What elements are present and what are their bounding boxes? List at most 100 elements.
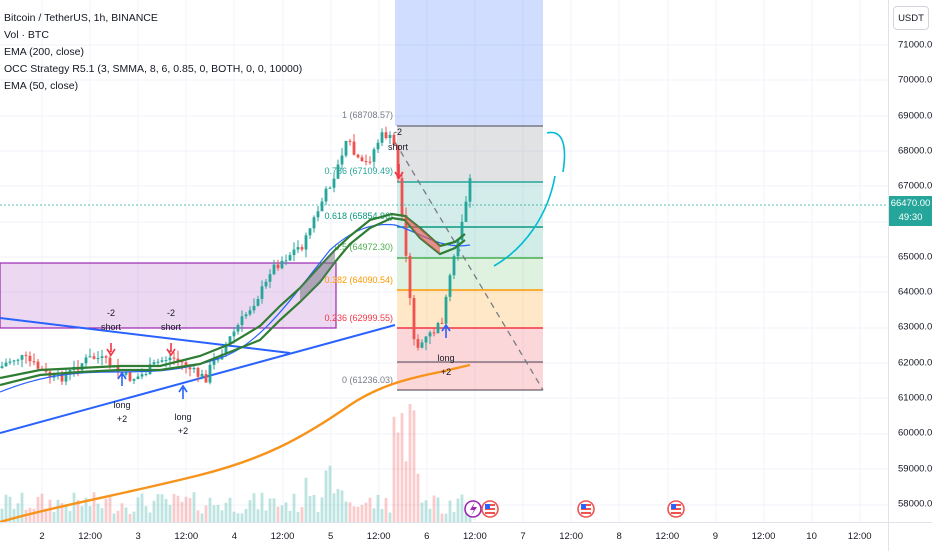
price-tick: 59000.00	[898, 463, 932, 475]
volume-bar	[344, 501, 348, 522]
candle-body	[196, 367, 200, 377]
volume-bar	[392, 416, 396, 522]
candle-body	[372, 149, 376, 162]
candle-body	[288, 255, 292, 261]
candle-body	[156, 361, 160, 363]
volume-bar	[164, 499, 168, 522]
legend-symbol[interactable]: Bitcoin / TetherUS, 1h, BINANCE	[4, 12, 158, 24]
time-tick: 10	[806, 531, 817, 542]
price-tick: 61000.00	[898, 392, 932, 404]
time-tick: 12:00	[847, 531, 872, 542]
candle-body	[44, 370, 48, 372]
candle-body	[16, 359, 20, 361]
volume-bar	[192, 492, 196, 522]
event-icon-us-flag-3[interactable]	[667, 500, 685, 518]
volume-bar	[304, 477, 308, 522]
volume-bar	[264, 510, 268, 522]
volume-bar	[100, 508, 104, 522]
candle-body	[276, 264, 280, 269]
fib-label-0382: 0.382 (64090.54)	[324, 275, 393, 285]
candle-body	[344, 140, 348, 156]
candle-body	[300, 247, 304, 250]
price-tick: 70000.00	[898, 74, 932, 86]
event-icon-lightning[interactable]	[464, 500, 482, 518]
price-tick: 58000.00	[898, 498, 932, 510]
volume-bar	[396, 432, 400, 522]
volume-bar	[104, 498, 108, 522]
volume-bar	[416, 473, 420, 522]
chart-canvas[interactable]: 1 (68708.57) 0.786 (67109.49) 0.618 (658…	[0, 0, 888, 522]
volume-bar	[88, 506, 92, 522]
candle-body	[396, 145, 400, 179]
long-signal-3-label: long	[437, 353, 454, 363]
volume-bar	[356, 506, 360, 522]
volume-bar	[452, 511, 456, 522]
legend-volume[interactable]: Vol · BTC	[4, 29, 49, 41]
candle-body	[136, 376, 140, 380]
candle-body	[212, 360, 216, 365]
legend-ema200[interactable]: EMA (200, close)	[4, 46, 84, 58]
volume-bar	[60, 503, 64, 522]
short-signal-3-label: short	[388, 142, 409, 152]
candle-body	[144, 374, 148, 376]
legend-strategy[interactable]: OCC Strategy R5.1 (3, SMMA, 8, 6, 0.85, …	[4, 63, 303, 75]
volume-bar	[148, 512, 152, 522]
volume-bar	[20, 492, 24, 522]
volume-bar	[92, 492, 96, 522]
volume-bar	[228, 497, 232, 522]
volume-bar	[288, 510, 292, 522]
candle-body	[260, 286, 264, 300]
volume-bar	[360, 504, 364, 522]
chart-area[interactable]: 1 (68708.57) 0.786 (67109.49) 0.618 (658…	[0, 0, 888, 522]
volume-bar	[316, 511, 320, 522]
time-tick: 6	[424, 531, 430, 542]
price-axis[interactable]	[888, 0, 932, 522]
time-tick: 12:00	[270, 531, 295, 542]
candle-body	[352, 141, 356, 155]
candle-body	[228, 336, 232, 344]
volume-bar	[212, 505, 216, 522]
volume-bar	[312, 495, 316, 522]
axis-corner	[888, 522, 932, 551]
candle-body	[356, 154, 360, 158]
time-tick: 2	[39, 531, 45, 542]
event-icon-us-flag-1[interactable]	[481, 500, 499, 518]
currency-button[interactable]: USDT	[893, 6, 929, 30]
candle-body	[12, 360, 16, 362]
candle-body	[296, 247, 300, 250]
volume-bar	[364, 502, 368, 522]
volume-bar	[52, 512, 56, 522]
fib-label-0618: 0.618 (65854.96)	[324, 211, 393, 221]
candle-body	[140, 374, 144, 377]
volume-bar	[236, 513, 240, 522]
volume-bar	[80, 506, 84, 522]
time-axis[interactable]	[0, 522, 888, 551]
volume-bar	[120, 503, 124, 522]
volume-bar	[40, 493, 44, 522]
legend-ema50[interactable]: EMA (50, close)	[4, 80, 79, 92]
candle-body	[360, 157, 364, 162]
candle-body	[416, 339, 420, 348]
candle-body	[464, 201, 468, 222]
volume-bar	[144, 506, 148, 522]
candle-body	[92, 356, 96, 359]
candle-body	[232, 331, 236, 337]
volume-bar	[368, 497, 372, 522]
volume-bars	[0, 403, 472, 522]
volume-bar	[204, 505, 208, 522]
candle-body	[64, 374, 68, 382]
candle-body	[364, 161, 368, 163]
candle-body	[460, 221, 464, 240]
price-tick: 69000.00	[898, 110, 932, 122]
event-icon-us-flag-2[interactable]	[577, 500, 595, 518]
candle-body	[404, 215, 408, 256]
volume-bar	[380, 509, 384, 522]
date-range-highlight	[395, 0, 543, 126]
candle-body	[152, 362, 156, 365]
short-signal-3: -2 short	[388, 127, 409, 180]
volume-bar	[140, 493, 144, 522]
candle-body	[4, 362, 8, 367]
price-tick: 64000.00	[898, 286, 932, 298]
time-tick: 12:00	[78, 531, 102, 542]
fib-label-1: 1 (68708.57)	[342, 110, 393, 120]
